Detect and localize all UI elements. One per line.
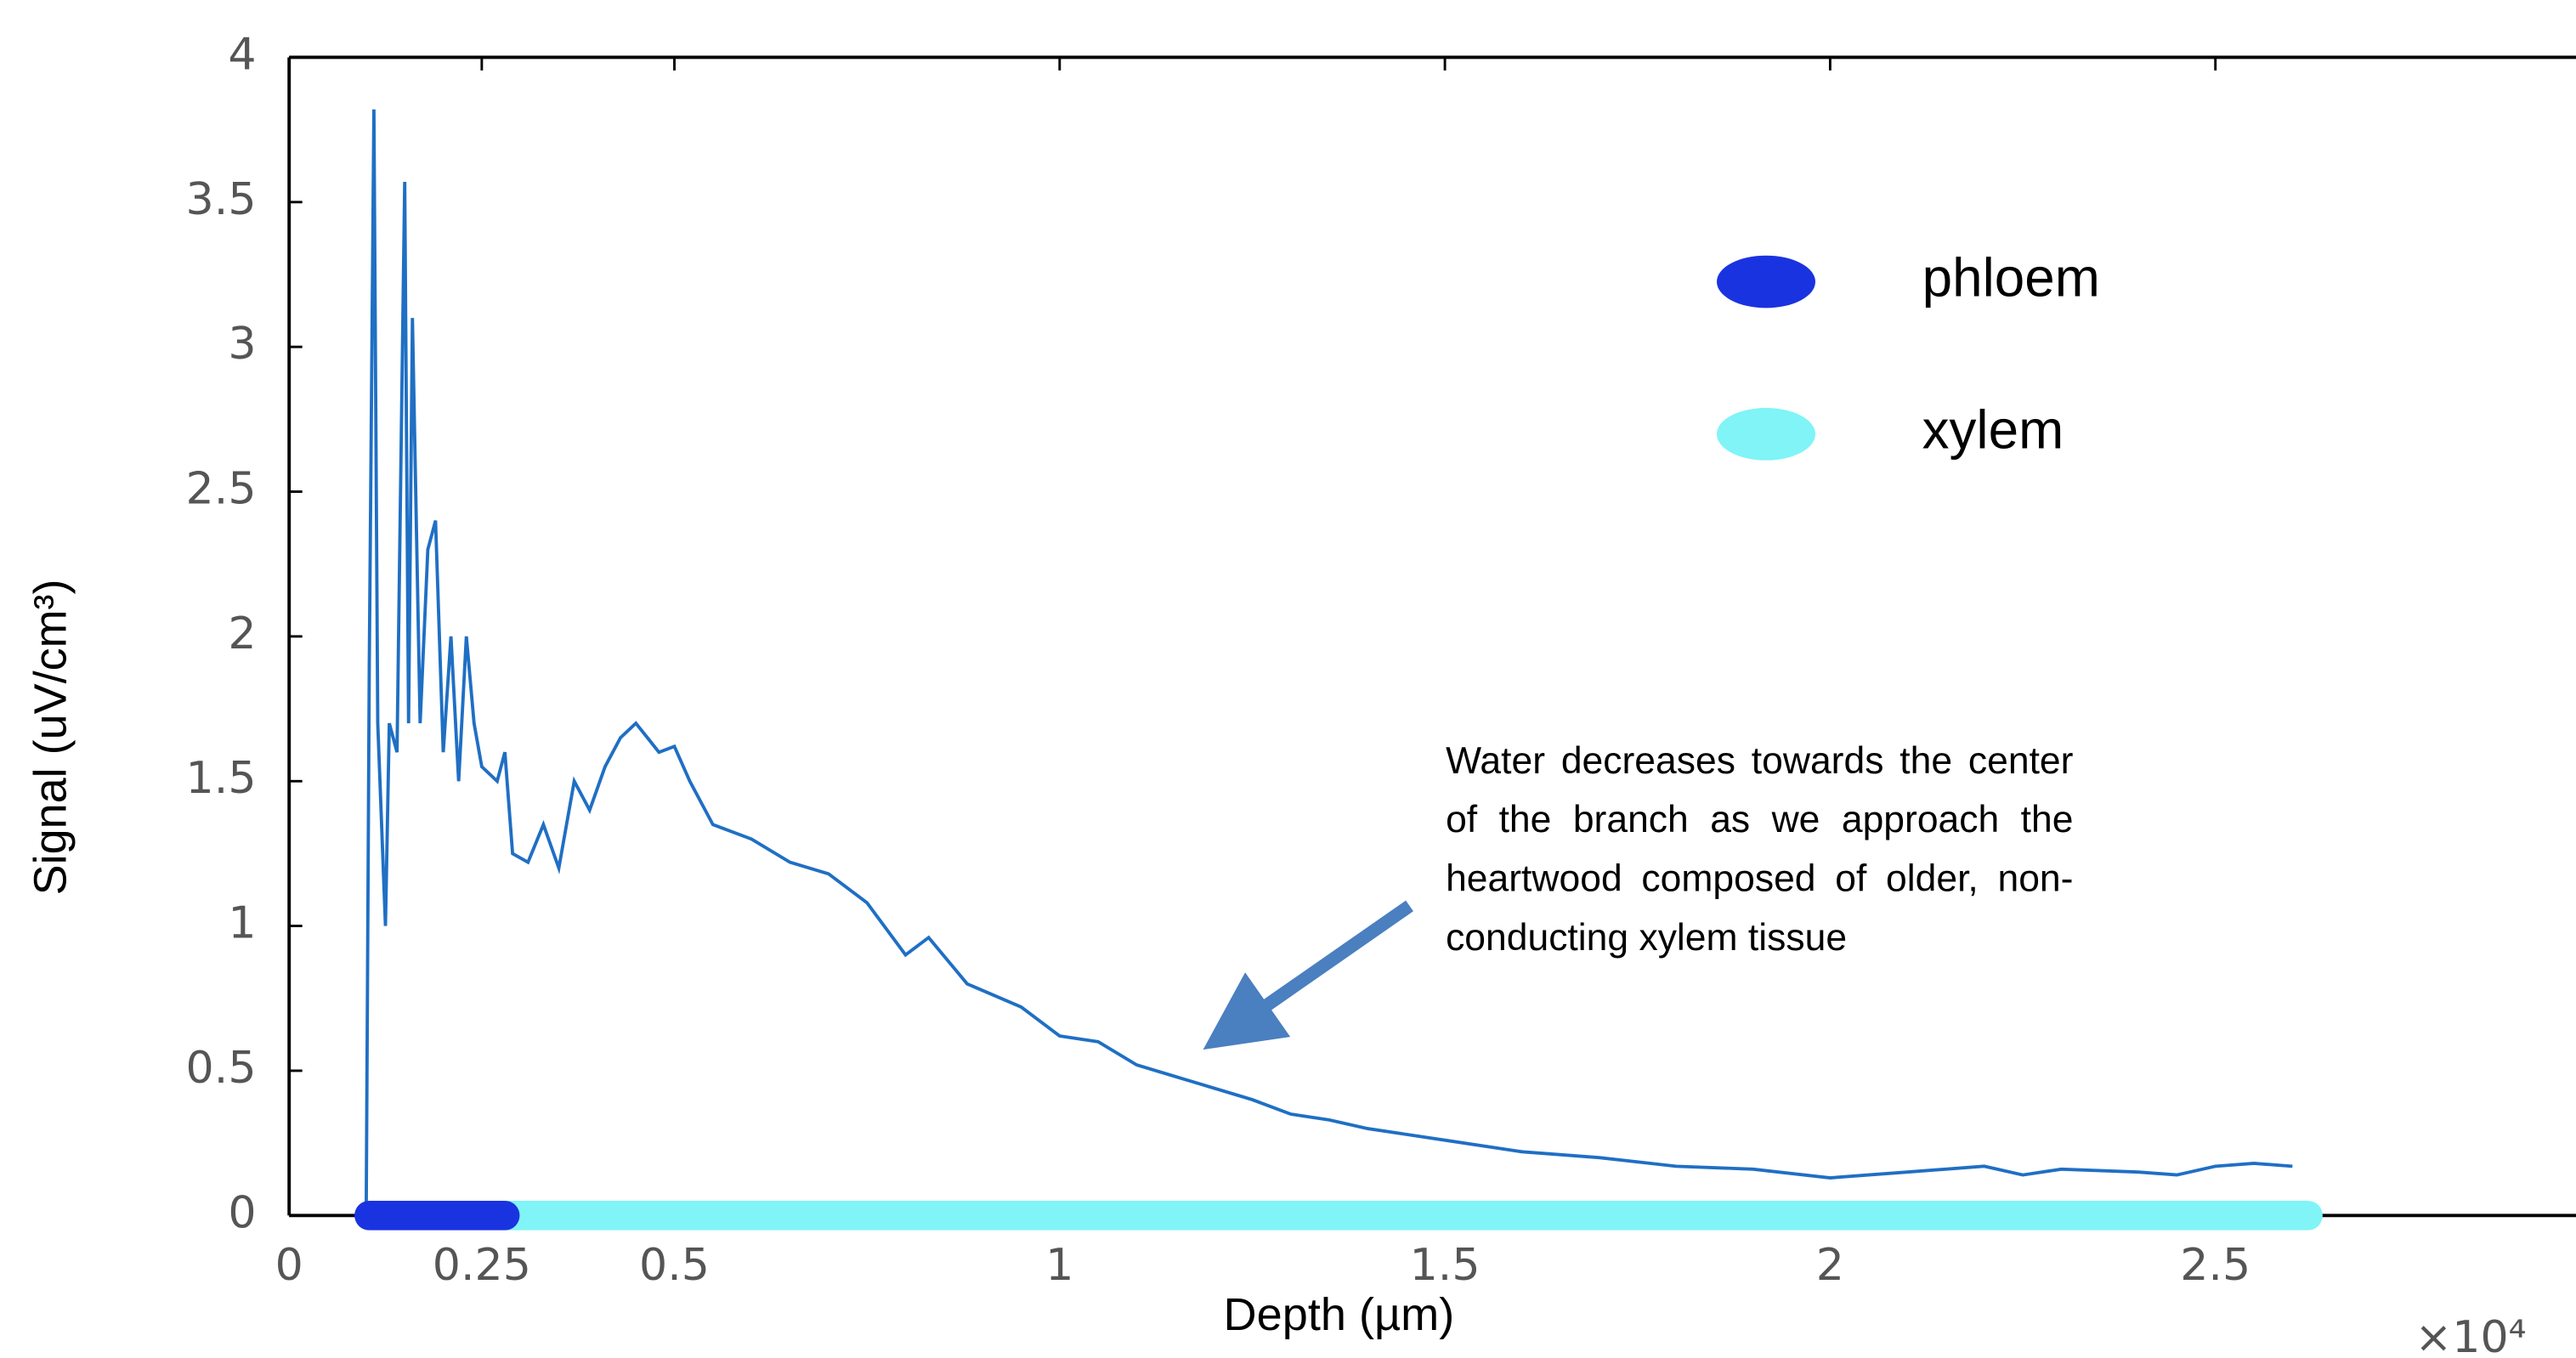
x-multiplier: ×10⁴ — [2415, 1312, 2527, 1358]
x-tick-label: 2 — [1816, 1240, 1844, 1291]
y-axis-label: Signal (uV/cm³) — [25, 580, 76, 896]
y-tick-label: 2.5 — [186, 464, 257, 515]
y-tick-label: 3 — [228, 319, 256, 370]
y-tick-label: 2 — [228, 608, 256, 659]
y-tick-label: 1 — [228, 898, 256, 949]
y-tick-label: 1.5 — [186, 753, 257, 804]
x-tick-label: 2.5 — [2180, 1240, 2250, 1291]
annotation-box: Water decreases towards the center of th… — [1446, 738, 2074, 959]
signal-line — [364, 109, 2293, 1216]
y-tick-label: 0 — [228, 1187, 256, 1238]
y-tick-label: 0.5 — [186, 1043, 257, 1094]
x-tick-label: 1 — [1045, 1240, 1073, 1291]
x-tick-label: 1.5 — [1410, 1240, 1480, 1291]
legend-label: phloem — [1922, 247, 2100, 308]
arrow — [1203, 900, 1413, 1050]
y-tick-label: 4 — [228, 30, 256, 81]
x-tick-label: 0.5 — [639, 1240, 710, 1291]
x-tick-label: 0 — [275, 1240, 303, 1291]
legend-swatch — [1717, 255, 1816, 308]
legend-swatch — [1717, 407, 1816, 461]
x-axis-label: Depth (µm) — [1224, 1289, 1455, 1340]
x-tick-label: 0.25 — [433, 1240, 531, 1291]
annotation: Water decreases towards the center of th… — [1446, 738, 2074, 959]
y-tick-label: 3.5 — [186, 174, 257, 225]
legend-label: xylem — [1922, 400, 2064, 461]
